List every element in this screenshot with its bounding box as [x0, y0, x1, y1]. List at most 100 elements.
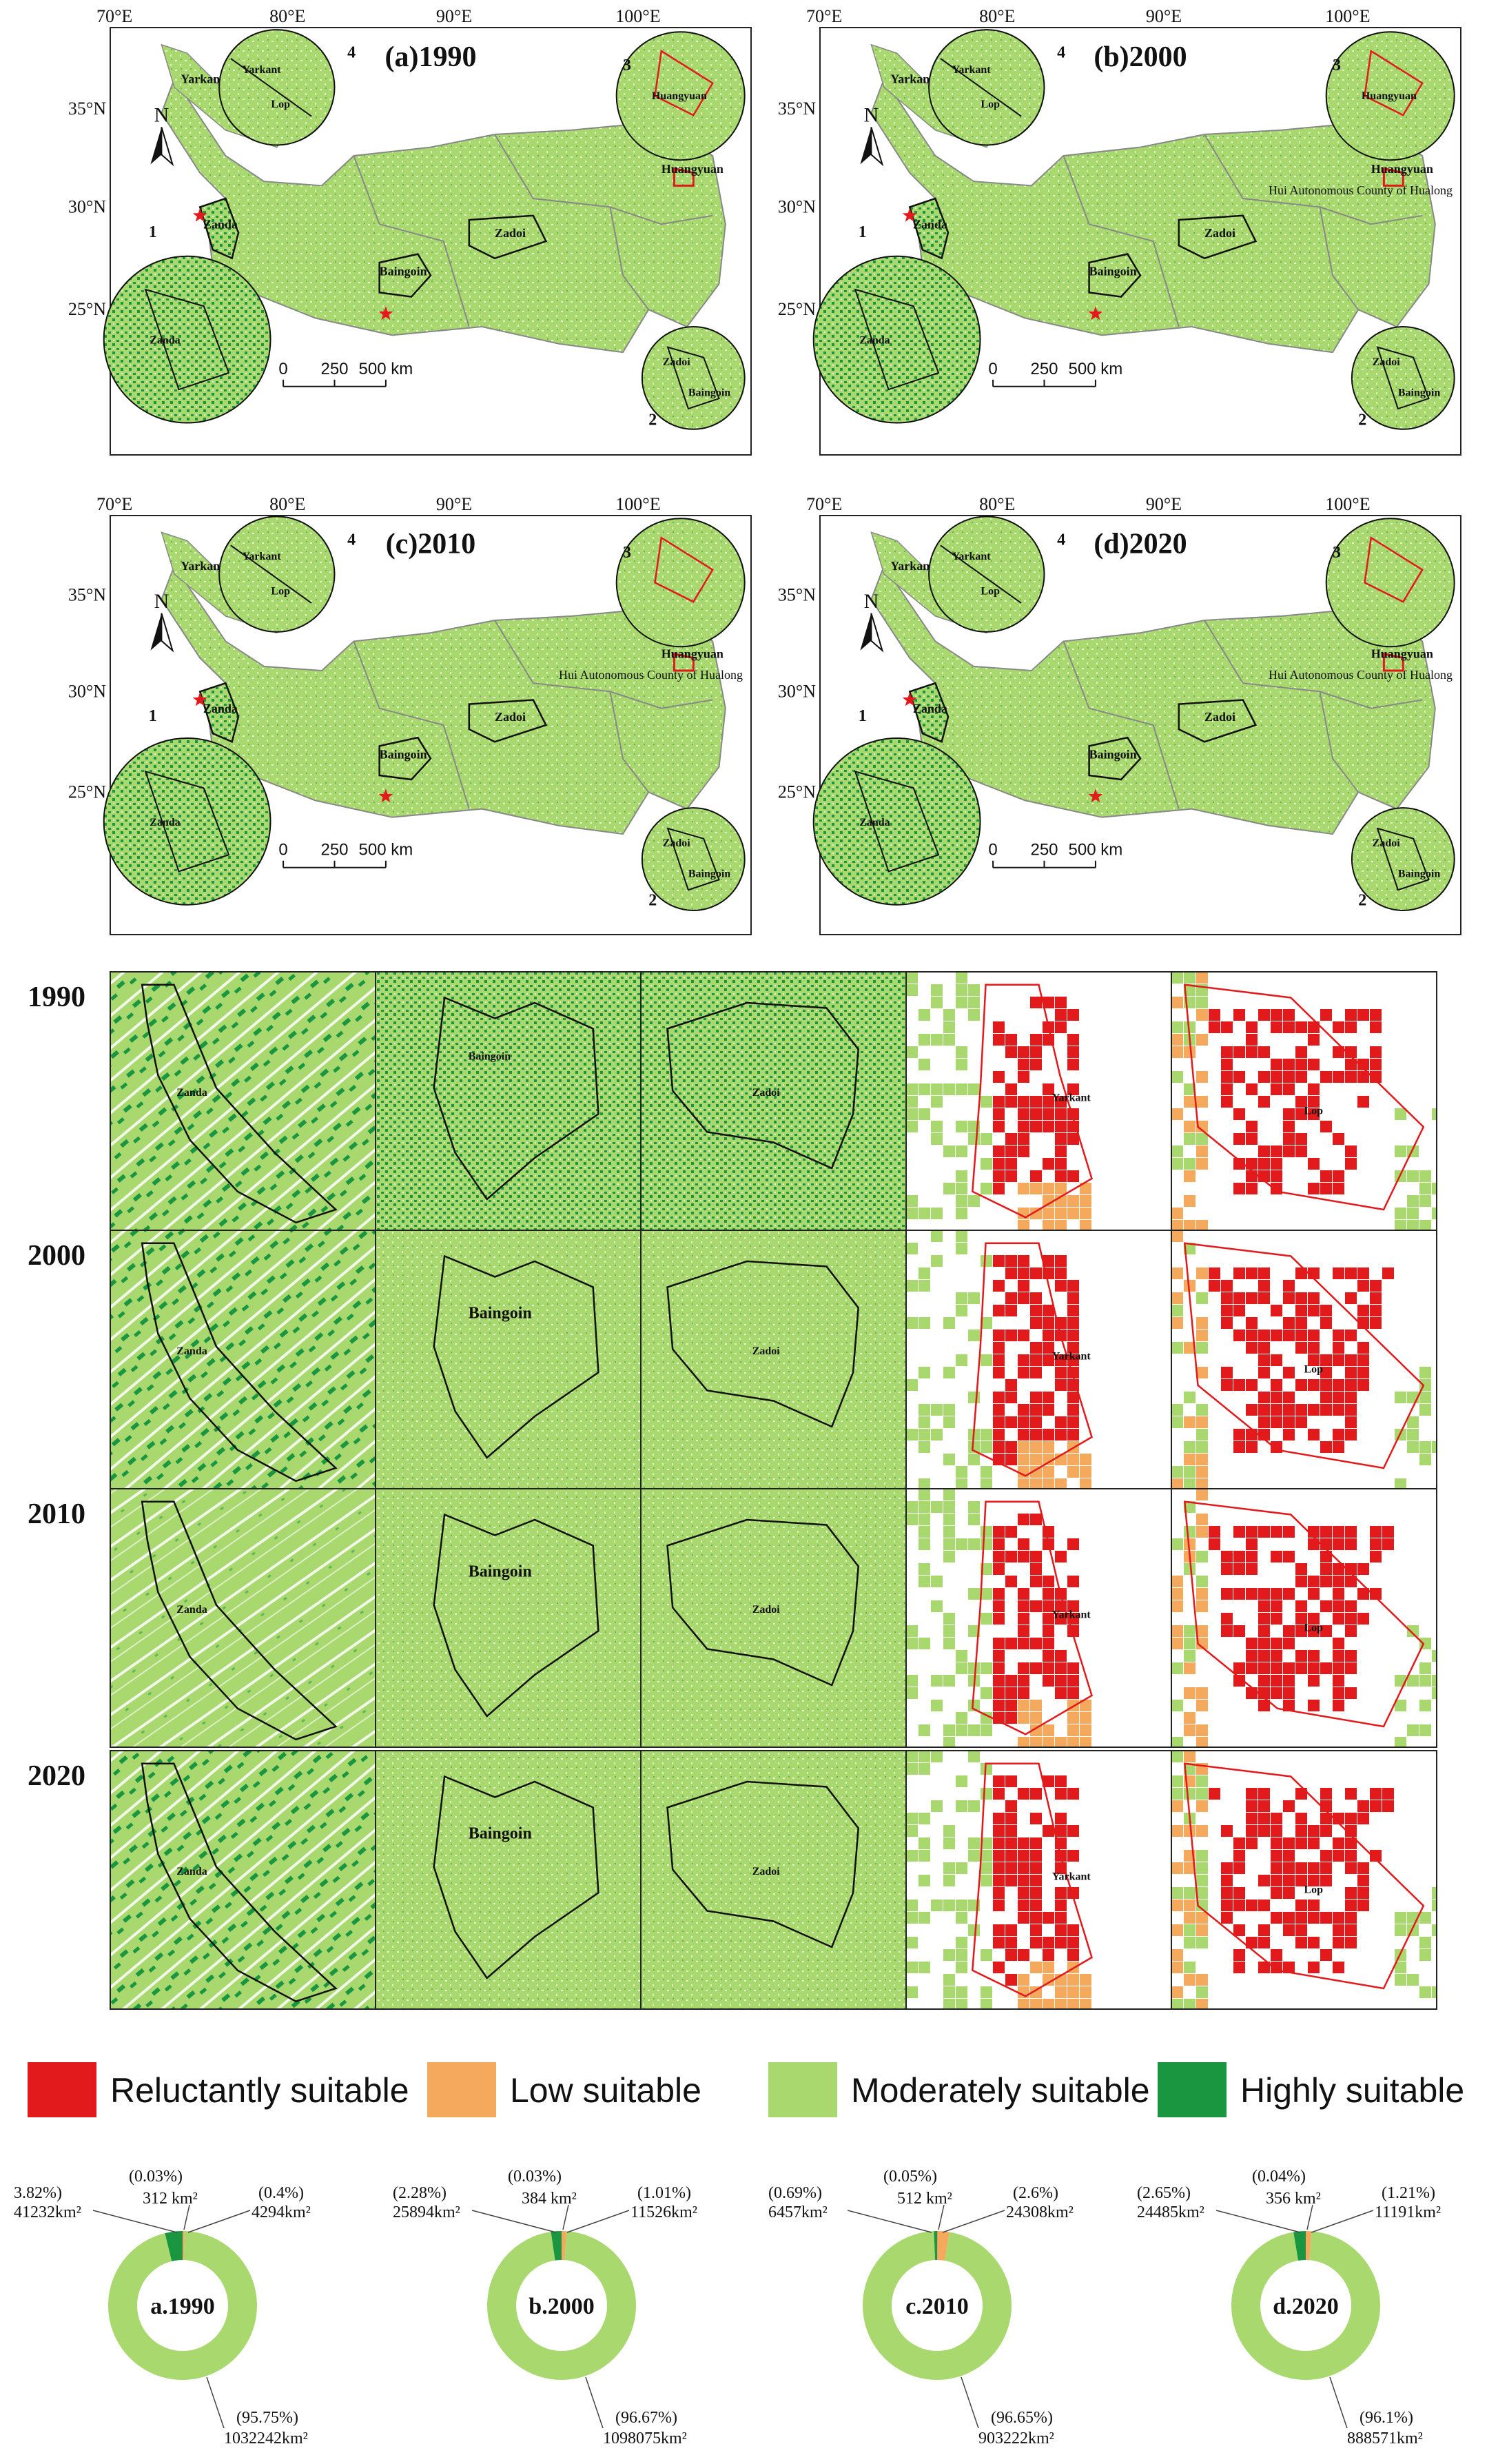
raster-cell: [1308, 1158, 1320, 1170]
row-year-label: 1990: [28, 981, 85, 1013]
raster-cell: [993, 1441, 1005, 1453]
raster-cell: [1080, 1999, 1091, 2009]
raster-cell: [1067, 1429, 1079, 1440]
raster-cell: [1333, 1538, 1344, 1550]
raster-cell: [1258, 1416, 1270, 1428]
panel-place-label: Yarkant: [1052, 1351, 1091, 1363]
inset-circle: [615, 31, 746, 161]
raster-cell: [943, 1724, 955, 1736]
raster-cell: [1419, 1454, 1431, 1465]
raster-cell: [993, 1342, 1005, 1354]
panel-place-label: Baingoin: [469, 1825, 532, 1843]
raster-cell: [1271, 1170, 1282, 1182]
raster-cell: [1370, 1788, 1382, 1800]
raster-cell: [943, 1986, 955, 1998]
raster-cell: [931, 1800, 943, 1812]
raster-cell: [1171, 1208, 1183, 1219]
raster-cell: [1283, 1862, 1295, 1874]
raster-cell: [1271, 1404, 1282, 1416]
raster-cell: [1432, 1208, 1437, 1219]
raster-cell: [1171, 1588, 1183, 1600]
raster-cell: [1055, 1775, 1067, 1787]
raster-cell: [1432, 1687, 1437, 1699]
raster-cell: [1221, 1563, 1233, 1575]
raster-cell: [1018, 1255, 1029, 1267]
raster-cell: [1171, 1146, 1183, 1157]
raster-cell: [1432, 1887, 1437, 1899]
raster-cell: [1258, 1342, 1270, 1354]
pie-leader-line: [1329, 2376, 1348, 2429]
raster-cell: [1246, 1379, 1258, 1391]
scale-label: 250: [320, 841, 348, 859]
raster-cell: [1407, 1208, 1419, 1219]
raster-cell: [1246, 1317, 1258, 1329]
raster-cell: [1320, 1662, 1332, 1674]
raster-cell: [1308, 1059, 1320, 1070]
raster-cell: [1432, 1924, 1437, 1936]
raster-cell: [1171, 1625, 1183, 1637]
raster-cell: [1196, 1900, 1208, 1911]
raster-cell: [993, 1850, 1005, 1862]
inset-boundary: [230, 544, 312, 604]
panel-place-label: Lop: [1304, 1363, 1324, 1375]
raster-cell: [1055, 1416, 1067, 1428]
raster-cell: [1171, 1478, 1183, 1489]
raster-cell: [1196, 1788, 1208, 1800]
county-huangyuan: [1382, 167, 1404, 187]
inset-2: 2 Zadoi Baingoin: [641, 807, 746, 911]
panel-background: [376, 1751, 641, 2009]
raster-cell: [956, 1146, 967, 1157]
raster-cell: [1171, 1662, 1183, 1674]
raster-cell: [1271, 1330, 1282, 1341]
raster-cell: [919, 1034, 930, 1046]
place-label: Yarkant: [890, 72, 934, 86]
raster-cell: [1018, 1292, 1029, 1304]
raster-cell: [943, 1526, 955, 1538]
raster-cell: [1018, 1737, 1029, 1747]
raster-cell: [1055, 1551, 1067, 1562]
raster-cell: [1030, 1937, 1042, 1948]
raster-cell: [1005, 1526, 1017, 1538]
raster-cell: [1055, 1009, 1067, 1021]
raster-cell: [1357, 1588, 1369, 1600]
raster-cell: [1246, 1021, 1258, 1033]
north-label: N: [154, 103, 170, 126]
raster-cell: [968, 1924, 980, 1936]
place-label: Huangyuan: [1371, 647, 1433, 661]
raster-cell: [1005, 1875, 1017, 1886]
raster-cell: [1295, 1292, 1307, 1304]
raster-cell: [1419, 1937, 1431, 1948]
pie-area-label: 1032242km²: [224, 2430, 308, 2447]
raster-cell: [993, 1638, 1005, 1649]
raster-cell: [1171, 1900, 1183, 1911]
detail-panel-lop-2000: Lop: [1171, 1230, 1437, 1489]
county-outline: [666, 1001, 859, 1170]
province-line: [609, 207, 649, 310]
raster-cell: [981, 1563, 992, 1575]
raster-cell: [993, 1875, 1005, 1886]
raster-cell: [968, 1800, 980, 1812]
raster-cell: [1005, 1800, 1017, 1812]
raster-cell: [1357, 1813, 1369, 1824]
raster-cell: [993, 1712, 1005, 1724]
raster-cell: [1333, 1342, 1344, 1354]
raster-cell: [1005, 1046, 1017, 1058]
x-tick-label: 100°E: [615, 494, 660, 514]
raster-cell: [1395, 1974, 1406, 1986]
raster-cell: [1333, 1588, 1344, 1600]
raster-cell: [1271, 1551, 1282, 1562]
panel-place-label: Zanda: [176, 1087, 207, 1099]
inset-circle: [1351, 807, 1455, 911]
panel-place-label: Lop: [1304, 1884, 1324, 1895]
raster-cell: [1308, 1354, 1320, 1366]
raster-cell: [1067, 1924, 1079, 1936]
raster-cell: [943, 1999, 955, 2009]
raster-cell: [956, 1083, 967, 1095]
raster-cell: [968, 1083, 980, 1095]
raster-cell: [1005, 1292, 1017, 1304]
raster-cell: [993, 1551, 1005, 1562]
raster-cell: [919, 1429, 930, 1440]
pie-slice-moderately-suitable: [1231, 2231, 1381, 2380]
raster-cell: [1295, 1937, 1307, 1948]
raster-cell: [1295, 1613, 1307, 1625]
